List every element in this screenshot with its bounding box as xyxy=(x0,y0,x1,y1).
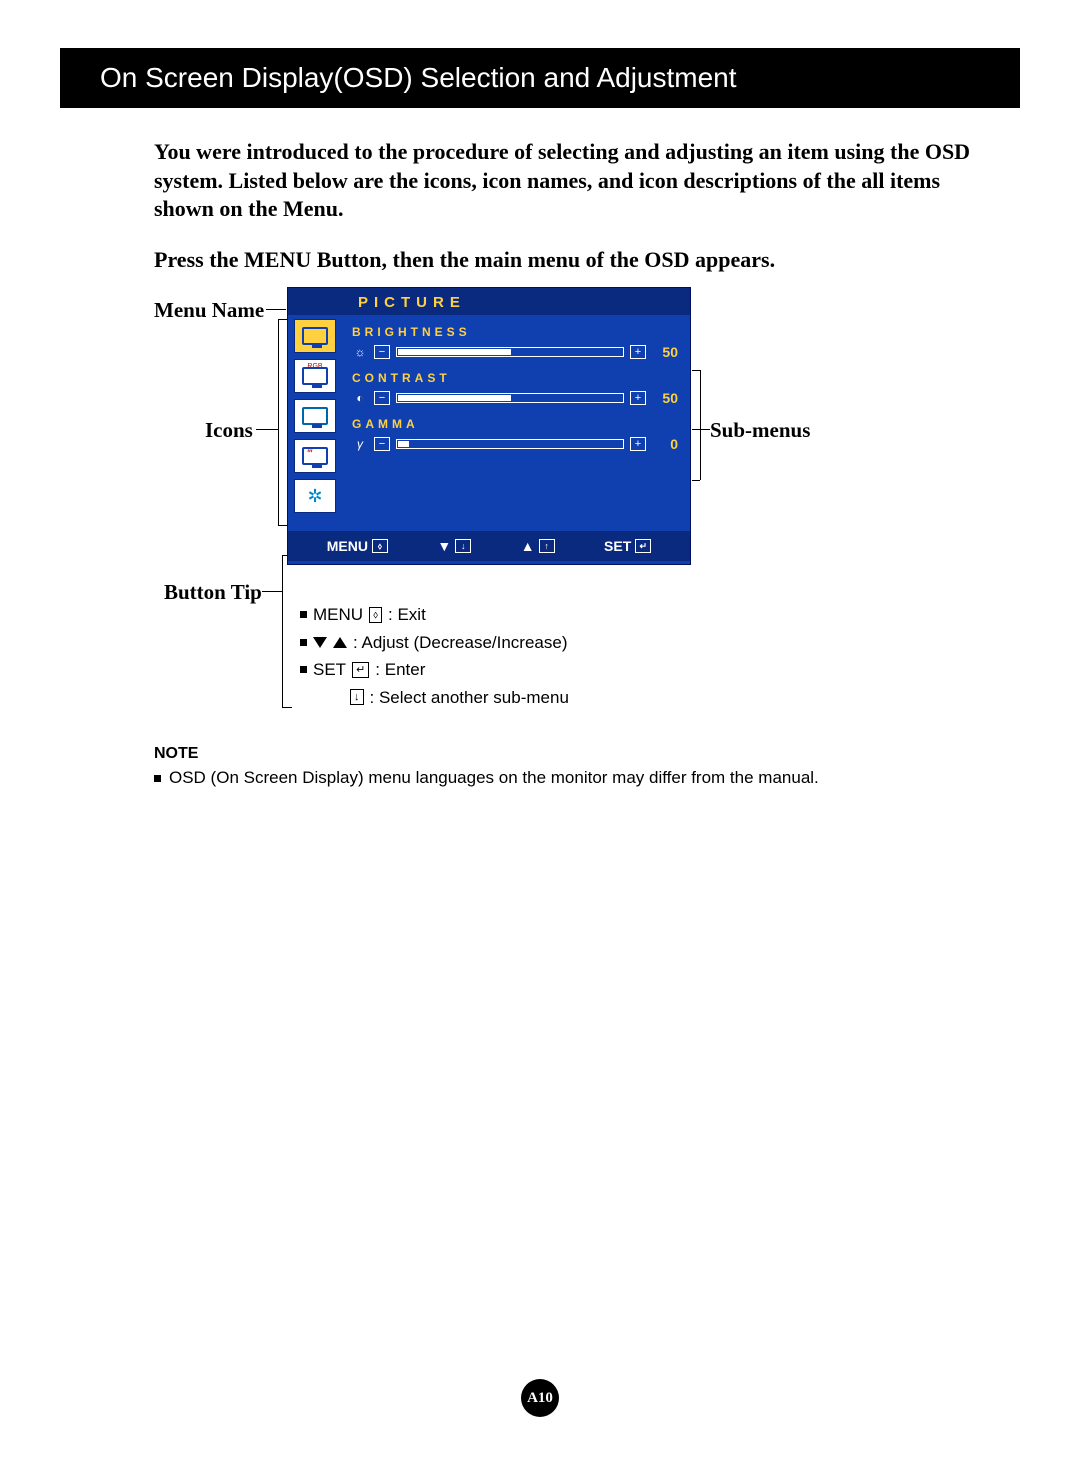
slider-track[interactable] xyxy=(396,439,624,449)
help-text: SET xyxy=(313,657,346,683)
wave-icon[interactable]: ‴ xyxy=(294,439,336,473)
osd-menu-name: PICTURE xyxy=(288,288,690,315)
intro-p1: You were introduced to the procedure of … xyxy=(154,138,980,224)
contrast-icon: ◐ xyxy=(352,391,368,405)
bullet-icon xyxy=(300,639,307,646)
help-line-set: SET ↵ : Enter xyxy=(300,657,569,683)
callout-line xyxy=(692,370,700,371)
slider-fill xyxy=(398,349,511,355)
slider-label-contrast: CONTRAST xyxy=(352,371,678,385)
setup-icon[interactable]: ✲ xyxy=(294,479,336,513)
slider-value: 50 xyxy=(652,344,678,360)
up-key-icon: ↑ xyxy=(539,539,555,553)
rgb-label: RGB xyxy=(307,363,322,370)
menu-key-icon: ⬨ xyxy=(372,539,388,553)
slider-fill xyxy=(398,441,409,447)
slider-track[interactable] xyxy=(396,393,624,403)
rgb-icon[interactable]: RGB xyxy=(294,359,336,393)
osd-body: RGB ‴ ✲ BRIGHTNESS ☼ − + 50 CONTRAST ◐ −… xyxy=(288,315,690,531)
label-sub-menus: Sub-menus xyxy=(710,418,810,443)
slider-track[interactable] xyxy=(396,347,624,357)
label-button-tip: Button Tip xyxy=(164,580,262,605)
footer-menu[interactable]: MENU⬨ xyxy=(327,538,388,554)
page-number-badge: A10 xyxy=(521,1379,559,1417)
callout-line xyxy=(282,707,292,708)
help-line-select: ↓ : Select another sub-menu xyxy=(300,685,569,711)
help-text: : Adjust (Decrease/Increase) xyxy=(353,630,567,656)
osd-icon-column: RGB ‴ ✲ xyxy=(288,315,344,531)
decrease-button[interactable]: − xyxy=(374,437,390,451)
monitor-glyph: ‴ xyxy=(302,447,328,465)
note-body: OSD (On Screen Display) menu languages o… xyxy=(154,768,980,788)
decrease-button[interactable]: − xyxy=(374,391,390,405)
increase-button[interactable]: + xyxy=(630,391,646,405)
help-text: MENU xyxy=(313,602,363,628)
increase-button[interactable]: + xyxy=(630,437,646,451)
monitor-glyph xyxy=(302,407,328,425)
note-heading: NOTE xyxy=(154,745,198,763)
triangle-down-icon xyxy=(313,637,327,648)
slider-label-gamma: GAMMA xyxy=(352,417,678,431)
help-line-adjust: : Adjust (Decrease/Increase) xyxy=(300,630,569,656)
screen-icon[interactable] xyxy=(294,399,336,433)
slider-gamma[interactable]: γ − + 0 xyxy=(352,435,678,453)
callout-line xyxy=(266,309,286,310)
menu-key-icon: ⬨ xyxy=(369,607,382,623)
slider-label-brightness: BRIGHTNESS xyxy=(352,325,678,339)
monitor-glyph xyxy=(302,327,328,345)
footer-set[interactable]: SET↵ xyxy=(604,538,651,554)
slider-value: 0 xyxy=(652,436,678,452)
page-header: On Screen Display(OSD) Selection and Adj… xyxy=(60,48,1020,108)
slider-value: 50 xyxy=(652,390,678,406)
bullet-icon xyxy=(154,775,161,782)
note-text: OSD (On Screen Display) menu languages o… xyxy=(169,768,819,788)
osd-panel: PICTURE RGB ‴ ✲ BRIGHTNESS ☼ − + 50 CONT… xyxy=(287,287,691,565)
slider-fill xyxy=(398,395,511,401)
intro-p2: Press the MENU Button, then the main men… xyxy=(154,246,980,275)
osd-footer: MENU⬨ ▼↓ ▲↑ SET↵ xyxy=(288,531,690,561)
decrease-button[interactable]: − xyxy=(374,345,390,359)
help-text: : Exit xyxy=(388,602,426,628)
callout-line xyxy=(700,370,701,480)
gamma-icon: γ xyxy=(352,437,368,451)
slider-brightness[interactable]: ☼ − + 50 xyxy=(352,343,678,361)
intro-text: You were introduced to the procedure of … xyxy=(154,138,980,296)
callout-line xyxy=(256,429,278,430)
increase-button[interactable]: + xyxy=(630,345,646,359)
callout-line xyxy=(692,480,700,481)
down-key-icon: ↓ xyxy=(455,539,471,553)
triangle-up-icon xyxy=(333,637,347,648)
down-key-icon: ↓ xyxy=(350,689,364,705)
label-icons: Icons xyxy=(205,418,253,443)
label-menu-name: Menu Name xyxy=(154,298,264,323)
button-tip-help: MENU ⬨ : Exit : Adjust (Decrease/Increas… xyxy=(300,602,569,712)
bullet-icon xyxy=(300,611,307,618)
callout-line xyxy=(278,319,279,525)
slider-contrast[interactable]: ◐ − + 50 xyxy=(352,389,678,407)
help-text: : Enter xyxy=(375,657,425,683)
gear-glyph: ✲ xyxy=(307,486,322,507)
help-text: : Select another sub-menu xyxy=(370,685,569,711)
callout-line xyxy=(692,429,710,430)
brightness-icon: ☼ xyxy=(352,345,368,359)
picture-icon[interactable] xyxy=(294,319,336,353)
bullet-icon xyxy=(300,666,307,673)
page-title: On Screen Display(OSD) Selection and Adj… xyxy=(100,62,737,94)
callout-line xyxy=(262,591,282,592)
help-line-menu: MENU ⬨ : Exit xyxy=(300,602,569,628)
enter-key-icon: ↵ xyxy=(352,662,369,678)
osd-sliders: BRIGHTNESS ☼ − + 50 CONTRAST ◐ − + 50 GA… xyxy=(344,315,690,531)
set-key-icon: ↵ xyxy=(635,539,651,553)
footer-down[interactable]: ▼↓ xyxy=(437,538,471,554)
callout-line xyxy=(282,555,283,707)
footer-up[interactable]: ▲↑ xyxy=(521,538,555,554)
